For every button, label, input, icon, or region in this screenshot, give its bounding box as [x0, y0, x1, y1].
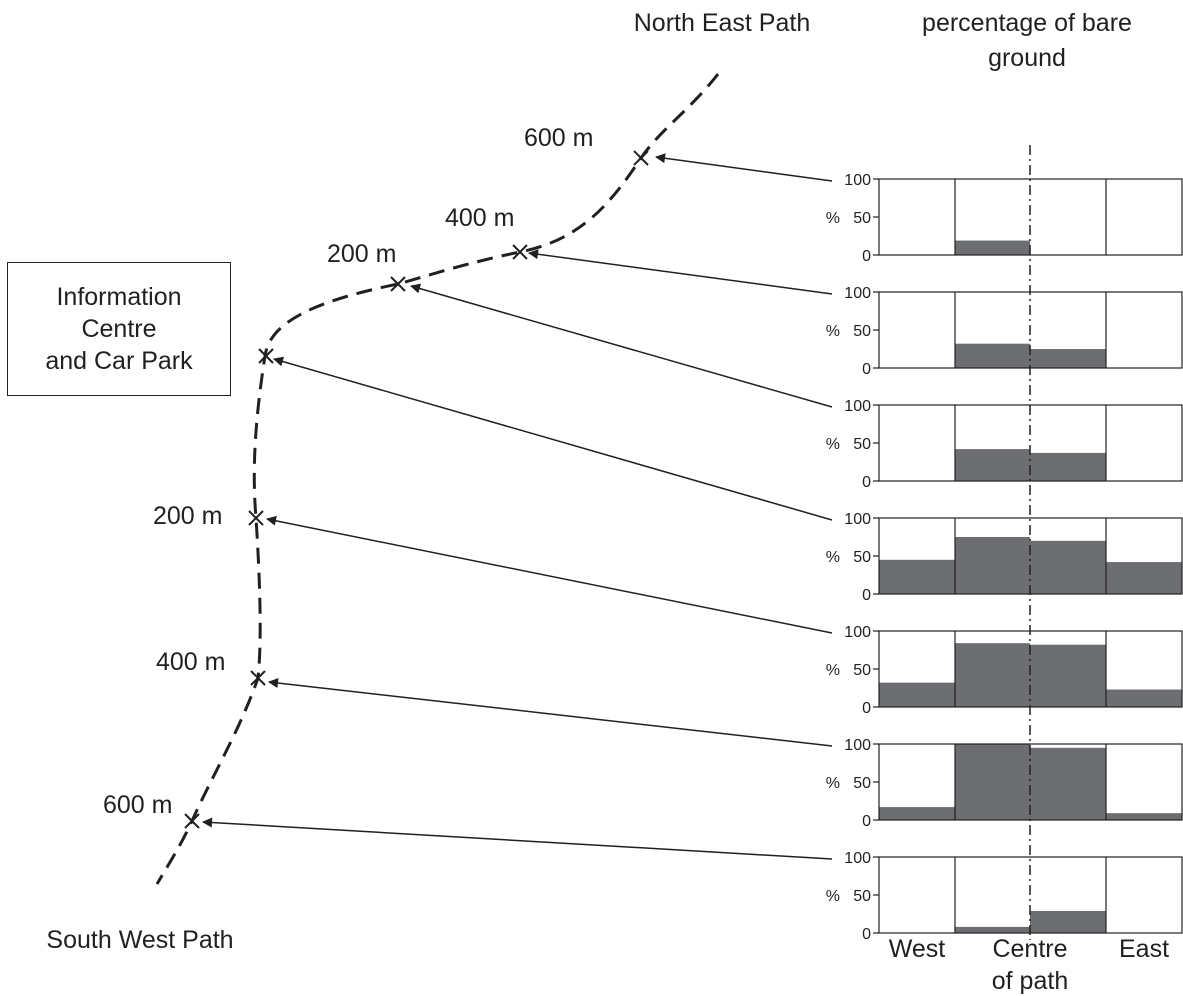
bar-panel-1-col-1: [955, 343, 1030, 368]
bar-panel-3-col-1: [955, 537, 1030, 594]
y-tick-label-3-0: 0: [862, 587, 871, 604]
y-unit-label-4: %: [826, 662, 840, 679]
distance-label-sw-600: 600 m: [103, 791, 172, 819]
y-unit-label-3: %: [826, 549, 840, 566]
y-tick-label-2-100: 100: [844, 398, 871, 415]
footpath-route: [155, 73, 720, 885]
chart-title-line1: percentage of bare: [922, 9, 1132, 37]
arrow-ne-600: [655, 153, 833, 182]
marker-cross-sw-600: [184, 813, 200, 829]
arrow-sw-600: [202, 817, 833, 860]
y-unit-label-0: %: [826, 210, 840, 227]
x-label-centre-line2: of path: [992, 967, 1068, 995]
x-label-centre-line1: Centre: [992, 935, 1067, 963]
survey-markers: [184, 150, 649, 829]
info-line-1: Information: [56, 283, 182, 311]
y-tick-label-3-100: 100: [844, 511, 871, 528]
y-tick-label-1-50: 50: [853, 323, 871, 340]
arrow-sw-400: [268, 678, 833, 747]
y-tick-label-2-50: 50: [853, 436, 871, 453]
chart-title-line2: ground: [988, 44, 1066, 72]
bar-panel-2-col-2: [1030, 452, 1106, 481]
distance-label-ne-600: 600 m: [524, 124, 593, 152]
y-tick-label-0-50: 50: [853, 210, 871, 227]
bar-panel-6-col-1: [955, 926, 1030, 933]
marker-cross-sw-200: [248, 510, 264, 526]
bar-panel-4-col-2: [1030, 644, 1106, 707]
bar-panel-5-col-2: [1030, 747, 1106, 820]
bar-panel-4-col-3: [1106, 689, 1182, 707]
distance-label-sw-200: 200 m: [153, 502, 222, 530]
arrow-centre: [273, 356, 833, 521]
marker-cross-sw-400: [250, 670, 266, 686]
arrow-ne-200: [410, 283, 833, 408]
y-tick-label-5-50: 50: [853, 775, 871, 792]
y-tick-label-6-0: 0: [862, 926, 871, 943]
y-unit-label-6: %: [826, 888, 840, 905]
y-tick-label-2-0: 0: [862, 474, 871, 491]
bar-panel-5-col-1: [955, 744, 1030, 820]
y-tick-label-6-100: 100: [844, 850, 871, 867]
bar-panel-4-col-1: [955, 643, 1030, 707]
y-unit-label-1: %: [826, 323, 840, 340]
y-tick-label-0-0: 0: [862, 248, 871, 265]
y-tick-label-1-0: 0: [862, 361, 871, 378]
bare-ground-charts: 100 50 0% 100 50 0% 100 50 0% 100 50 0% 100 50 0% 100 50…: [826, 172, 1183, 943]
y-tick-label-4-50: 50: [853, 662, 871, 679]
bar-panel-6-col-2: [1030, 910, 1106, 933]
information-centre-box: Information Centre and Car Park: [7, 262, 231, 396]
arrow-sw-200: [266, 515, 833, 634]
y-tick-label-5-0: 0: [862, 813, 871, 830]
leader-arrows: [202, 153, 833, 860]
y-tick-label-0-100: 100: [844, 172, 871, 189]
bar-panel-1-col-2: [1030, 349, 1106, 368]
y-tick-label-3-50: 50: [853, 549, 871, 566]
y-unit-label-5: %: [826, 775, 840, 792]
bar-panel-3-col-0: [879, 559, 955, 594]
bar-panel-5-col-0: [879, 807, 955, 820]
north-east-path-label: North East Path: [634, 9, 810, 37]
y-tick-label-4-100: 100: [844, 624, 871, 641]
info-line-3: and Car Park: [45, 347, 193, 375]
bar-panel-2-col-1: [955, 449, 1030, 481]
y-tick-label-6-50: 50: [853, 888, 871, 905]
x-label-west: West: [889, 935, 946, 963]
arrow-ne-400: [528, 249, 833, 295]
marker-cross-ne-400: [512, 244, 528, 260]
info-line-2: Centre: [81, 315, 157, 343]
bar-panel-3-col-2: [1030, 540, 1106, 594]
marker-cross-centre: [258, 348, 274, 364]
distance-label-ne-400: 400 m: [445, 204, 514, 232]
y-tick-label-4-0: 0: [862, 700, 871, 717]
y-tick-label-5-100: 100: [844, 737, 871, 754]
bar-panel-4-col-0: [879, 682, 955, 707]
bar-panel-5-col-3: [1106, 813, 1182, 820]
marker-cross-ne-200: [390, 276, 406, 292]
marker-cross-ne-600: [633, 150, 649, 166]
y-unit-label-2: %: [826, 436, 840, 453]
y-tick-label-1-100: 100: [844, 285, 871, 302]
bar-panel-3-col-3: [1106, 562, 1182, 594]
south-west-path-label: South West Path: [46, 926, 233, 954]
distance-label-ne-200: 200 m: [327, 240, 396, 268]
bar-panel-0-col-1: [955, 240, 1030, 255]
distance-label-sw-400: 400 m: [156, 648, 225, 676]
x-label-east: East: [1119, 935, 1169, 963]
